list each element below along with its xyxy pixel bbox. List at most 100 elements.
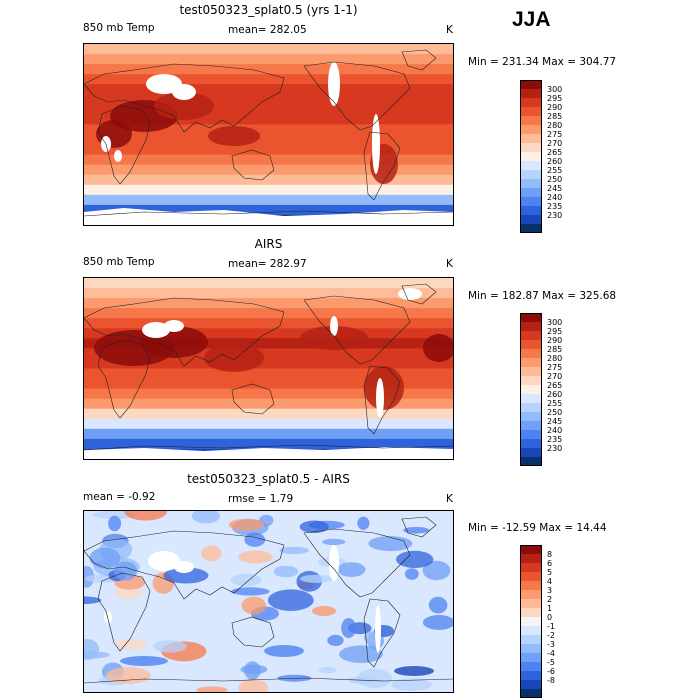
warm-anomaly-region [238, 679, 269, 692]
temperature-band [84, 328, 453, 339]
cold-anomaly-region [390, 678, 432, 691]
colorbar-tick-label: 230 [547, 211, 563, 220]
temperature-band [84, 278, 453, 289]
cold-anomaly-region [84, 596, 102, 604]
coastline [401, 516, 437, 538]
colorbar-tick-label: 285 [547, 112, 563, 121]
colorbar-tick-label: 285 [547, 345, 563, 354]
cold-anomaly-region [327, 634, 344, 646]
colorbar-tick-label: 230 [547, 444, 563, 453]
panel-3-mean-label: mean = -0.92 [83, 491, 156, 503]
missing-data-region [148, 551, 180, 571]
colorbar-tick-label: 5 [547, 568, 553, 577]
cold-anomaly-region [357, 516, 370, 530]
coastline [363, 598, 401, 668]
panel-1-units-label: K [446, 24, 453, 36]
temperature-band [84, 438, 453, 450]
panel-2-minmax-label: Min = 182.87 Max = 325.68 [468, 290, 617, 302]
coastline [303, 61, 411, 131]
colorbar-frame [520, 313, 542, 466]
coastline [303, 295, 411, 365]
cold-anomaly-region [89, 547, 121, 569]
cold-anomaly-region [299, 520, 329, 534]
colorbar-tick-label: 300 [547, 318, 563, 327]
missing-data-region [372, 114, 380, 174]
colorbar-tick-label: 295 [547, 327, 563, 336]
colorbar-tick-label: 270 [547, 139, 563, 148]
warm-anomaly-region [196, 686, 228, 692]
warm-anomaly-region [394, 94, 434, 114]
cold-anomaly-region [114, 561, 138, 581]
cold-anomaly-region [299, 574, 334, 583]
panel-3-title: test050323_splat0.5 - AIRS [187, 472, 350, 486]
colorbar-tick-label: 290 [547, 336, 563, 345]
temperature-band [84, 74, 453, 85]
warm-anomaly-region [300, 326, 368, 350]
warm-anomaly-region [124, 511, 167, 521]
colorbar-tick-label: 265 [547, 381, 563, 390]
missing-data-antarctica [84, 208, 453, 225]
warm-anomaly-region [106, 667, 151, 684]
missing-data-region [330, 316, 338, 336]
panel-1-mean-label: mean= 282.05 [228, 24, 307, 36]
temperature-band [84, 368, 453, 380]
missing-data-region [142, 322, 170, 338]
cold-anomaly-region [230, 587, 270, 596]
coastline [363, 131, 401, 201]
panel-1-map [83, 43, 454, 226]
panel-2-mean-label: mean= 282.97 [228, 258, 307, 270]
coastline [97, 105, 151, 185]
cold-anomaly-region [422, 615, 453, 630]
missing-data-region [104, 611, 112, 623]
coastline [84, 677, 453, 684]
temperature-band [84, 134, 453, 146]
coastline [401, 49, 437, 71]
cold-anomaly-region [404, 568, 419, 580]
cold-anomaly-region [403, 526, 430, 534]
warm-anomaly-region [115, 639, 147, 650]
colorbar-tick-label: 240 [547, 193, 563, 202]
colorbar-tick-label: 260 [547, 390, 563, 399]
cold-anomaly-region [279, 546, 309, 555]
colorbar-tick-label: -6 [547, 667, 555, 676]
cold-anomaly-region [267, 589, 314, 611]
coastline [84, 444, 453, 451]
temperature-band [84, 184, 453, 196]
colorbar-tick-label: 235 [547, 202, 563, 211]
cold-anomaly-region [230, 573, 262, 587]
coastline [84, 297, 285, 367]
colorbar-tick-label: 255 [547, 166, 563, 175]
warm-anomaly-region [241, 596, 267, 615]
colorbar-tick-label: -1 [547, 622, 555, 631]
temperature-band [84, 398, 453, 410]
colorbar-tick-label: 275 [547, 363, 563, 372]
cold-anomaly-region [337, 562, 366, 577]
panel-3-rmse-label: rmse = 1.79 [228, 493, 294, 505]
colorbar-frame [520, 545, 542, 698]
temperature-band [84, 44, 453, 55]
panel-2-title: AIRS [254, 237, 283, 251]
coastline [231, 149, 275, 181]
colorbar-tick-label: 1 [547, 604, 553, 613]
colorbar-tick-label: 290 [547, 103, 563, 112]
cold-anomaly-region [428, 596, 448, 614]
temperature-band [84, 378, 453, 390]
cold-anomaly-region [368, 536, 413, 552]
panel-2-map [83, 277, 454, 460]
missing-data-region [164, 320, 184, 332]
temperature-band [84, 418, 453, 430]
colorbar-tick-label: 240 [547, 426, 563, 435]
colorbar-tick-label: 255 [547, 399, 563, 408]
coastline [231, 616, 275, 648]
colorbar-tick-label: 250 [547, 408, 563, 417]
panel-1-minmax-label: Min = 231.34 Max = 304.77 [468, 56, 617, 68]
temperature-band [84, 174, 453, 186]
missing-data-region [172, 84, 196, 100]
panel-3-minmax-label: Min = -12.59 Max = 14.44 [468, 522, 607, 534]
colorbar-tick-label: -8 [547, 676, 555, 685]
colorbar-tick-label: -5 [547, 658, 555, 667]
temperature-band [84, 94, 453, 105]
panel-3-map-plot [84, 511, 453, 692]
warm-anomaly-region [364, 366, 404, 410]
cold-anomaly-region [341, 618, 356, 638]
